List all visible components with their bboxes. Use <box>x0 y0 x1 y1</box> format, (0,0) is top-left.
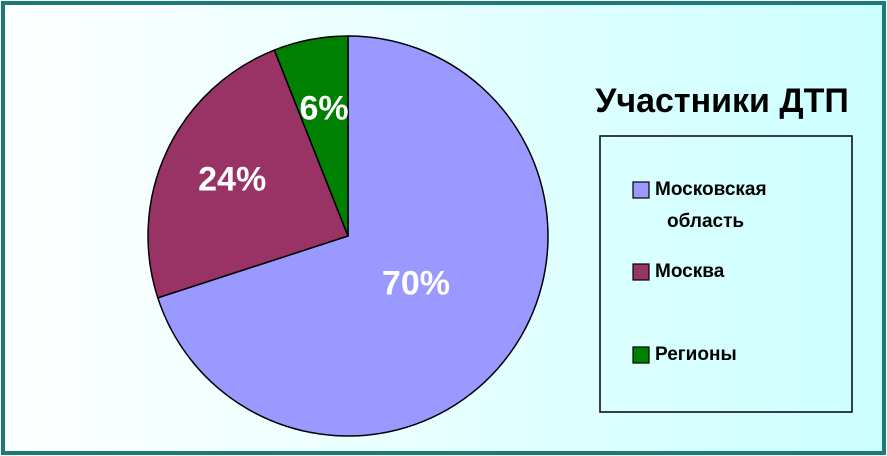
legend-swatch <box>632 346 650 364</box>
legend-swatch <box>632 181 650 199</box>
chart-title: Участники ДТП <box>595 82 849 120</box>
data-label: 24% <box>198 160 266 198</box>
legend-box <box>599 135 853 413</box>
pie-slice <box>147 49 349 299</box>
pie-slice <box>273 35 349 237</box>
legend-swatch <box>632 263 650 281</box>
data-label: 6% <box>299 89 348 127</box>
data-label: 70% <box>382 264 450 302</box>
legend-label: Московская область <box>655 179 767 232</box>
pie-slice <box>156 35 549 437</box>
legend-label: Регионы <box>655 344 737 365</box>
legend-label: Москва <box>655 261 725 282</box>
